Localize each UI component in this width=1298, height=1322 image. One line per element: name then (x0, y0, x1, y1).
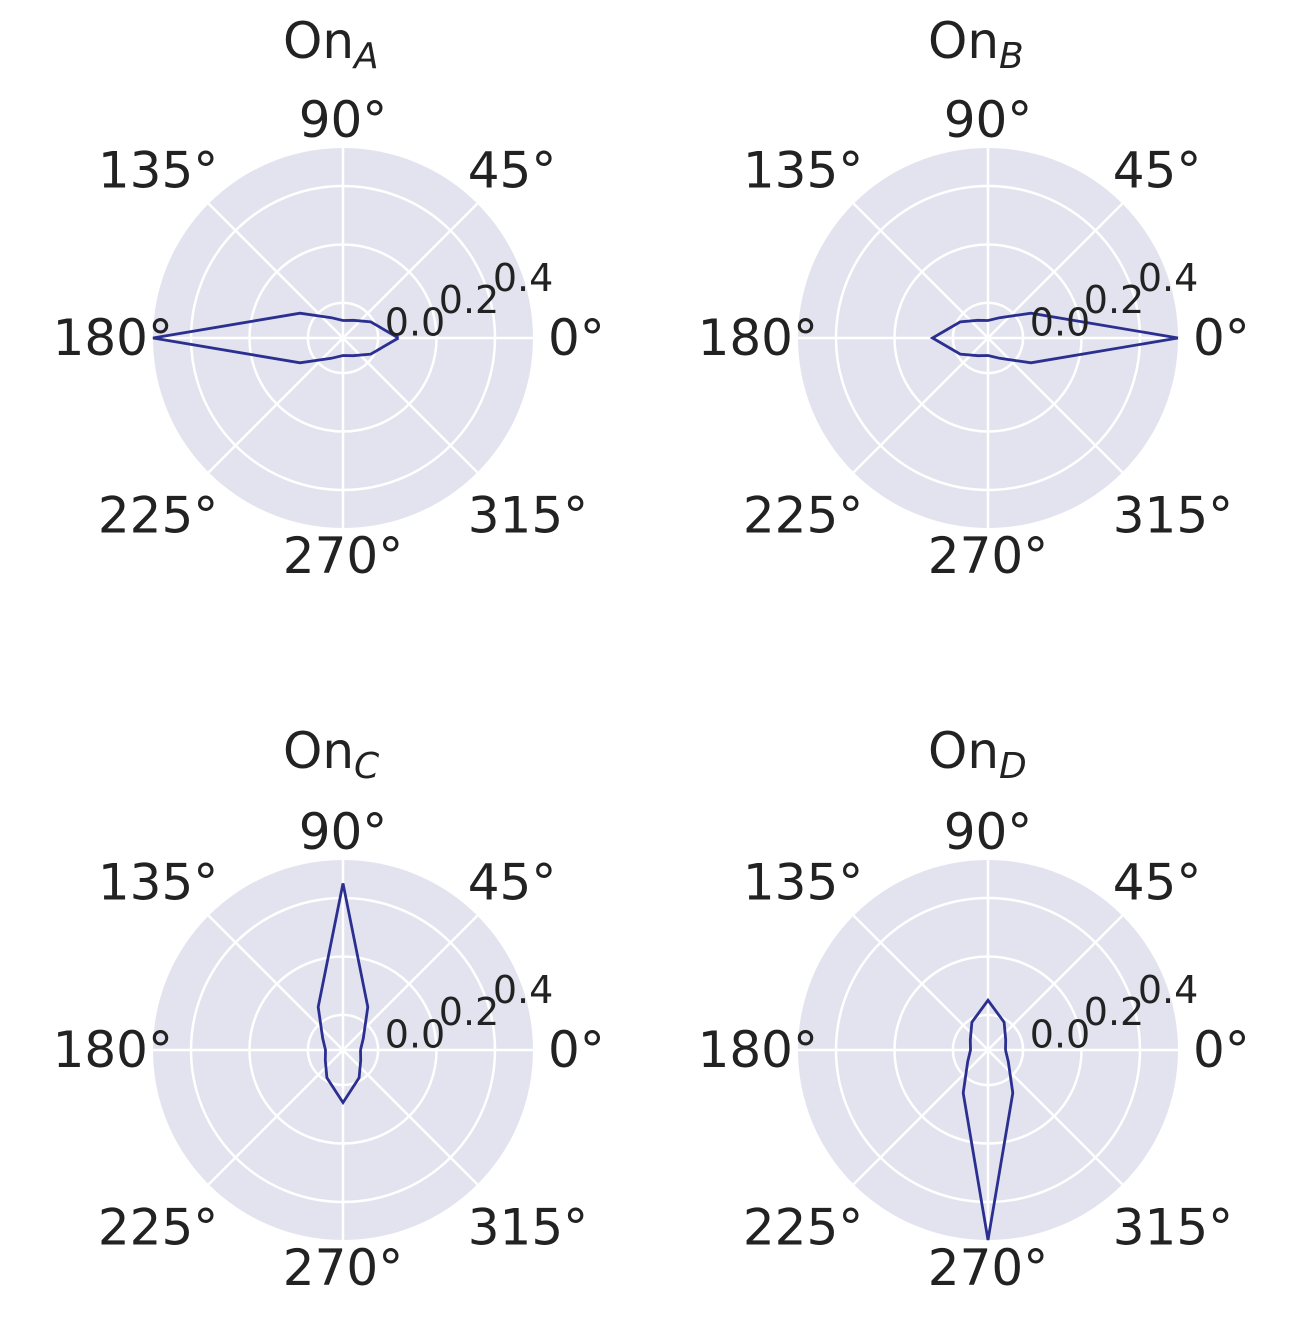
angle-label: 315° (1113, 487, 1233, 545)
chart-title: OnB (928, 12, 1024, 77)
radial-gridline (189, 896, 497, 1204)
angle-label: 0° (1193, 1021, 1250, 1079)
radial-tick-label: 0.2 (439, 990, 499, 1034)
angle-label: 225° (98, 487, 218, 545)
angle-label: 135° (743, 853, 863, 911)
polar-panel-a: 0.00.20.4 0° 45° 90° 135° 180° 225° 270° 315° OnA (53, 12, 605, 585)
angle-label: 90° (299, 91, 388, 149)
radial-gridline (248, 955, 438, 1145)
radial-tick-label: 0.4 (493, 256, 553, 300)
angle-label: 45° (468, 141, 557, 199)
polar-panel-d: 0.00.20.4 0° 45° 90° 135° 180° 225° 270° 315° OnD (698, 722, 1250, 1297)
angular-gridline (342, 1049, 479, 1186)
polar-panel-c: 0.00.20.4 0° 45° 90° 135° 180° 225° 270° 315° OnC (53, 722, 605, 1297)
angle-label: 315° (468, 487, 588, 545)
radial-tick-label: 0.2 (1084, 278, 1144, 322)
chart-title-main: On (283, 12, 354, 70)
chart-title-subscript: B (999, 36, 1024, 77)
radial-gridline (834, 896, 1142, 1204)
radial-gridline (893, 955, 1083, 1145)
radial-tick-label: 0.0 (1030, 1013, 1090, 1057)
chart-title-subscript: D (999, 746, 1027, 787)
angle-label: 0° (1193, 309, 1250, 367)
chart-title-subscript: A (352, 36, 379, 77)
angle-label: 225° (98, 1199, 218, 1257)
angular-gridline (987, 914, 1124, 1051)
angle-label: 315° (468, 1199, 588, 1257)
angle-label: 180° (53, 309, 173, 367)
angular-gridline (852, 914, 989, 1051)
angular-gridline (852, 202, 989, 339)
chart-title-subscript: C (354, 746, 380, 787)
angle-label: 135° (98, 141, 218, 199)
angle-label: 90° (944, 91, 1033, 149)
radial-tick-label: 0.0 (385, 301, 445, 345)
radial-gridline (189, 184, 497, 492)
angle-label: 225° (743, 487, 863, 545)
data-series-line (152, 311, 400, 365)
radial-tick-label: 0.0 (385, 1013, 445, 1057)
angle-label: 270° (283, 527, 403, 585)
radial-gridline (951, 1013, 1025, 1087)
angle-label: 0° (548, 1021, 605, 1079)
angle-label: 180° (698, 1021, 818, 1079)
angle-label: 270° (928, 527, 1048, 585)
angular-gridline (342, 337, 479, 474)
radial-gridline (834, 184, 1142, 492)
chart-title: OnC (283, 722, 380, 787)
angle-label: 45° (468, 853, 557, 911)
chart-title: OnD (928, 722, 1027, 787)
chart-title: OnA (283, 12, 379, 77)
angle-label: 180° (698, 309, 818, 367)
radial-gridline (306, 1013, 380, 1087)
radial-tick-label: 0.4 (493, 968, 553, 1012)
angle-label: 270° (283, 1239, 403, 1297)
angle-label: 225° (743, 1199, 863, 1257)
radial-tick-label: 0.4 (1138, 256, 1198, 300)
angle-label: 90° (944, 803, 1033, 861)
chart-title-main: On (928, 722, 999, 780)
angular-gridline (342, 202, 479, 339)
angle-label: 180° (53, 1021, 173, 1079)
radial-tick-label: 0.2 (1084, 990, 1144, 1034)
radial-tick-label: 0.2 (439, 278, 499, 322)
angle-label: 45° (1113, 141, 1202, 199)
angular-gridline (852, 337, 989, 474)
radial-gridline (951, 301, 1025, 375)
angle-label: 270° (928, 1239, 1048, 1297)
radial-gridline (893, 243, 1083, 433)
radial-tick-label: 0.4 (1138, 968, 1198, 1012)
angle-label: 315° (1113, 1199, 1233, 1257)
angular-gridline (207, 1049, 344, 1186)
data-series-line (929, 311, 1179, 365)
data-series-line (316, 883, 370, 1106)
angle-label: 135° (743, 141, 863, 199)
angle-label: 45° (1113, 853, 1202, 911)
angle-label: 135° (98, 853, 218, 911)
chart-title-main: On (928, 12, 999, 70)
radial-gridline (306, 301, 380, 375)
radial-tick-label: 0.0 (1030, 301, 1090, 345)
radial-gridline (248, 243, 438, 433)
angle-label: 0° (548, 309, 605, 367)
polar-panel-b: 0.00.20.4 0° 45° 90° 135° 180° 225° 270° 315° OnB (698, 12, 1250, 585)
chart-title-main: On (283, 722, 354, 780)
data-series-line (961, 997, 1015, 1241)
angle-label: 90° (299, 803, 388, 861)
